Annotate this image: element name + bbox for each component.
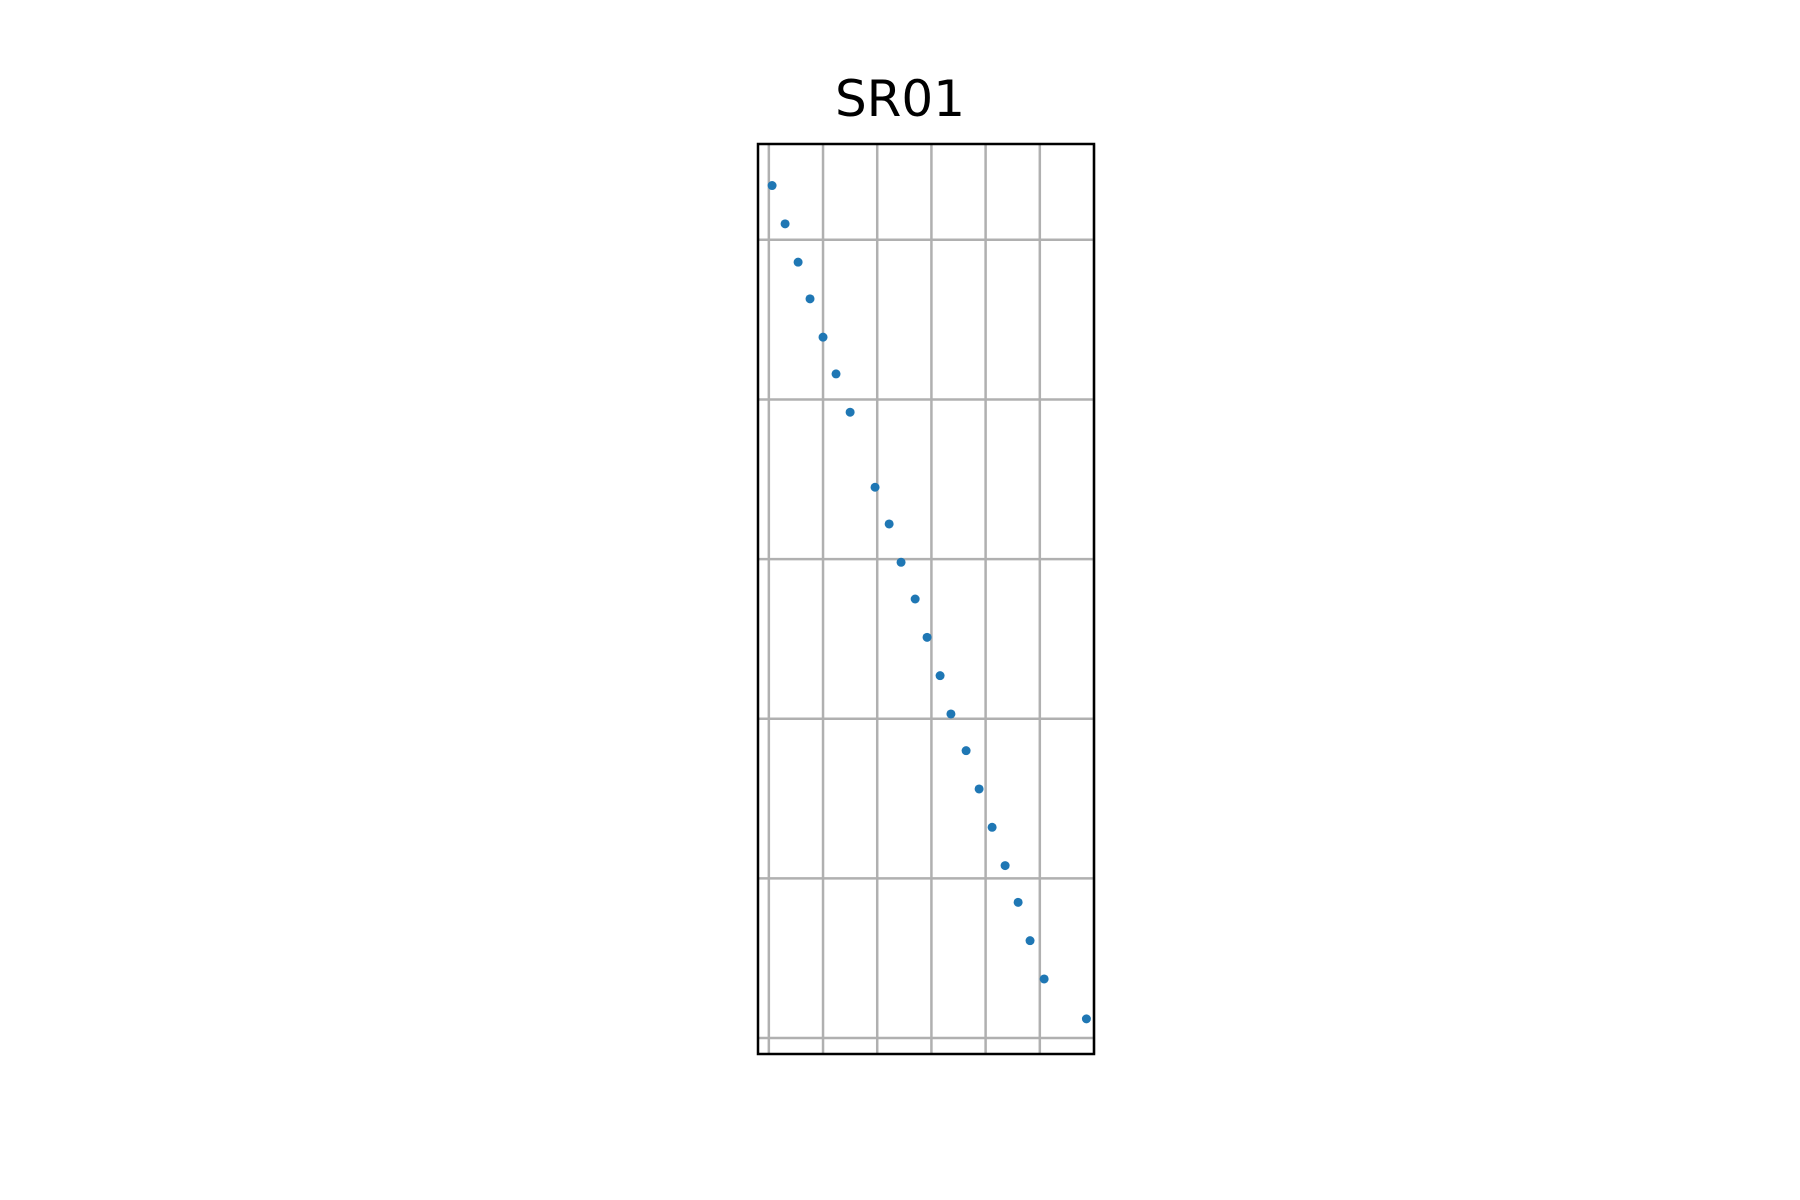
data-point bbox=[818, 332, 828, 342]
grid-lines bbox=[758, 144, 1096, 1054]
data-point bbox=[1025, 936, 1035, 946]
data-point bbox=[845, 407, 855, 417]
data-point bbox=[961, 746, 971, 756]
data-point bbox=[935, 671, 945, 681]
chart-title: SR01 bbox=[834, 70, 966, 128]
data-point bbox=[910, 594, 920, 604]
data-point bbox=[974, 784, 984, 794]
data-point bbox=[793, 257, 803, 267]
data-points bbox=[767, 181, 1091, 1024]
data-point bbox=[1081, 1014, 1091, 1024]
data-point bbox=[767, 181, 777, 191]
data-point bbox=[884, 519, 894, 529]
data-point bbox=[1039, 974, 1049, 984]
data-point bbox=[831, 369, 841, 379]
data-point bbox=[922, 632, 932, 642]
data-point bbox=[1000, 861, 1010, 871]
data-point bbox=[987, 822, 997, 832]
data-point bbox=[1013, 897, 1023, 907]
data-point bbox=[896, 557, 906, 567]
data-point bbox=[780, 219, 790, 229]
data-point bbox=[946, 709, 956, 719]
data-point bbox=[805, 294, 815, 304]
data-point bbox=[870, 482, 880, 492]
axes-frame bbox=[756, 142, 1096, 1056]
